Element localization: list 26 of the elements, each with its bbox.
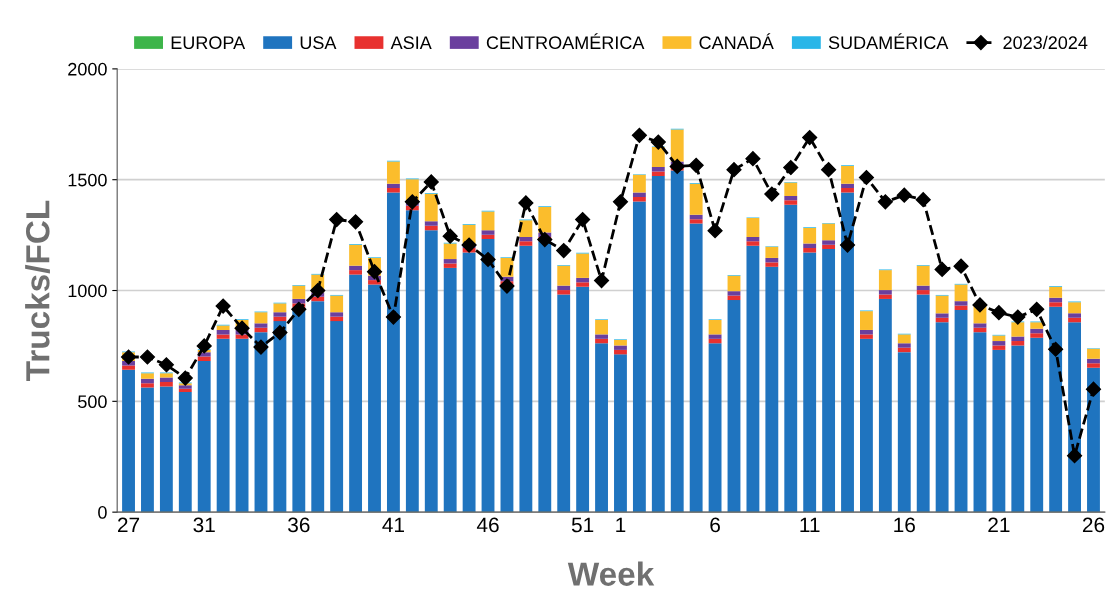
- x-tick-label: 11: [800, 517, 820, 533]
- y-tick-label: 0: [98, 506, 107, 519]
- x-tick-label: 41: [382, 517, 404, 533]
- x-tick-label: 36: [288, 517, 310, 533]
- x-tick-label: 6: [710, 517, 720, 533]
- legend-label: SUDAMÉRICA: [828, 33, 949, 50]
- legend-label: ASIA: [390, 36, 432, 50]
- x-tick-label: 1: [616, 517, 626, 533]
- legend-label: USA: [300, 36, 337, 50]
- y-tick-label: 500: [78, 395, 107, 409]
- x-tick-label: 51: [571, 517, 594, 533]
- x-axis-title: Week: [567, 561, 655, 586]
- y-axis-title: Trucks/FCL: [25, 200, 50, 381]
- x-tick-label: 26: [1082, 517, 1105, 533]
- y-tick-label: 1000: [68, 284, 107, 298]
- y-tick-label: 1500: [68, 173, 107, 187]
- x-tick-label: 21: [988, 517, 1010, 533]
- x-tick-label: 16: [894, 517, 915, 533]
- legend-label: 2023/2024: [1003, 35, 1088, 50]
- legend-label: CANADÁ: [699, 33, 774, 50]
- y-tick-label: 2000: [68, 62, 107, 76]
- x-tick-label: 27: [118, 517, 140, 533]
- x-tick-label: 46: [476, 517, 499, 533]
- x-tick-label: 31: [193, 517, 215, 533]
- legend-label: CENTROAMÉRICA: [486, 33, 645, 50]
- legend-label: EUROPA: [171, 36, 246, 50]
